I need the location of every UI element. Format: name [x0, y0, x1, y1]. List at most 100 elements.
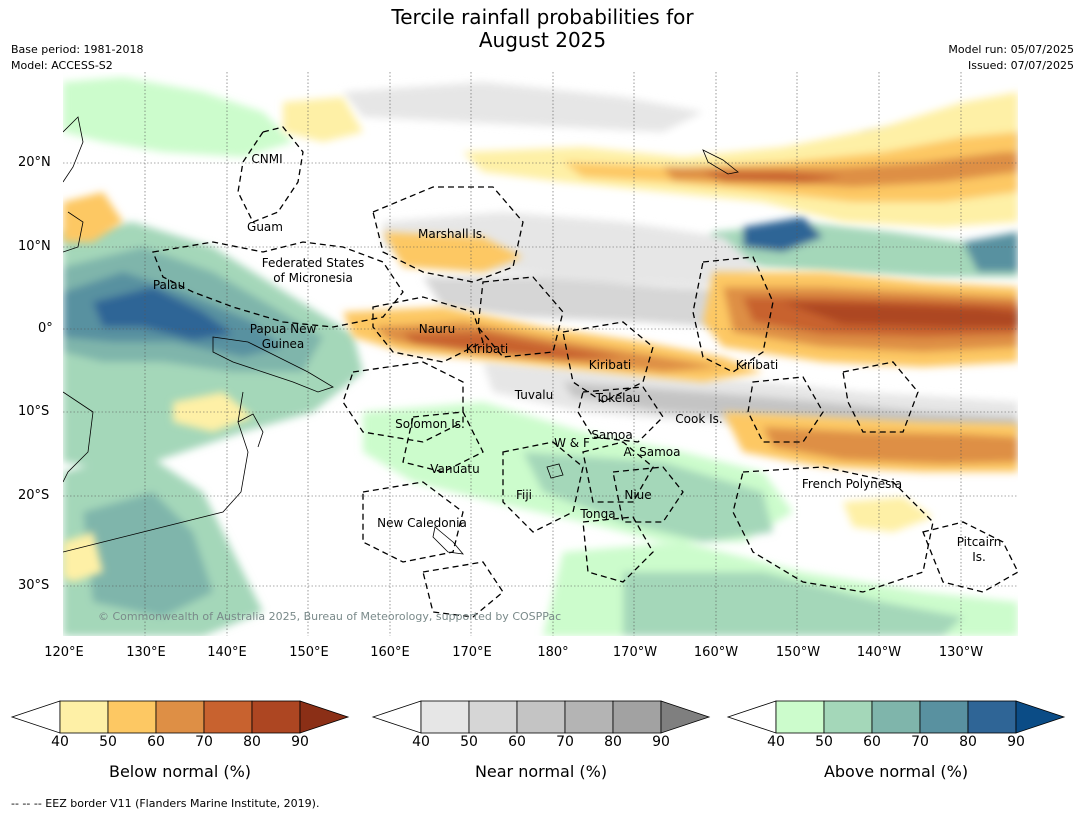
model-name: Model: ACCESS-S2: [11, 59, 113, 72]
colorbar-extension-high: [299, 700, 350, 734]
colorbar-tick-label: 40: [51, 734, 69, 750]
colorbar-swatch: [516, 700, 566, 734]
colorbar-tick-label: 80: [243, 734, 261, 750]
lon-label: 140°E: [207, 645, 247, 660]
title-line-1: Tercile rainfall probabilities for: [391, 5, 694, 29]
colorbar-extension-low: [10, 700, 61, 734]
region-label: Marshall Is.: [418, 227, 486, 241]
lat-label: 10°S: [18, 404, 50, 419]
region-label: Vanuatu: [430, 462, 480, 476]
lon-label: 130°W: [938, 645, 984, 660]
region-label: Tuvalu: [514, 388, 554, 402]
colorbar-swatch: [155, 700, 205, 734]
region-label: Nauru: [419, 322, 455, 336]
colorbar-swatch: [823, 700, 873, 734]
region-label: Kiribati: [589, 358, 631, 372]
colorbar-tick-label: 90: [1007, 734, 1025, 750]
lat-label: 20°N: [18, 155, 51, 170]
issued-date: Issued: 07/07/2025: [967, 59, 1074, 72]
colorbar-tick-label: 60: [147, 734, 165, 750]
region-label: Solomon Is.: [395, 417, 465, 431]
region-label: Pitcairn: [957, 535, 1002, 549]
region-label: Guinea: [262, 337, 305, 351]
colorbar-swatch: [203, 700, 253, 734]
lat-label: 30°S: [18, 578, 50, 593]
lon-label: 120°E: [44, 645, 84, 660]
title-line-2: August 2025: [478, 28, 607, 52]
colorbar-swatch: [612, 700, 662, 734]
colorbar-swatch: [775, 700, 825, 734]
colorbar-title-below: Below normal (%): [108, 762, 252, 781]
coastlines: [63, 116, 739, 555]
region-label: Niue: [624, 488, 651, 502]
lon-label: 130°E: [126, 645, 166, 660]
base-period: Base period: 1981-2018: [11, 43, 144, 56]
eez-legend-note: -- -- -- EEZ border V11 (Flanders Marine…: [11, 797, 320, 810]
region-label: Fiji: [516, 488, 532, 502]
region-label: W & F: [554, 436, 590, 450]
region-labels: CNMI Guam Marshall Is. Federated States …: [153, 152, 1001, 564]
region-label: Palau: [153, 278, 185, 292]
region-label: Tonga: [579, 507, 615, 521]
lat-label: 10°N: [18, 239, 51, 254]
region-label: French Polynesia: [802, 477, 902, 491]
copyright-notice: © Commonwealth of Australia 2025, Bureau…: [98, 610, 562, 623]
colorbar-tick-label: 50: [815, 734, 833, 750]
colorbar-extension-high: [660, 700, 711, 734]
colorbar-tick-label: 40: [767, 734, 785, 750]
colorbar-tick-label: 60: [863, 734, 881, 750]
lon-label: 170°E: [452, 645, 492, 660]
region-label: Federated States: [262, 256, 364, 270]
graticule: [63, 72, 1018, 636]
colorbar-tick-label: 80: [959, 734, 977, 750]
region-label: Tokelau: [595, 391, 641, 405]
colorbar-tick-label: 70: [195, 734, 213, 750]
colorbar-extension-high: [1015, 700, 1066, 734]
colorbar-swatch: [967, 700, 1017, 734]
colorbar-above-normal: [726, 700, 1066, 734]
colorbar-tick-label: 70: [556, 734, 574, 750]
region-label: Papua New: [250, 322, 317, 336]
colorbar-tick-label: 50: [460, 734, 478, 750]
colorbar-tick-label: 40: [412, 734, 430, 750]
colorbar-tick-label: 60: [508, 734, 526, 750]
above-normal-field: [63, 77, 1018, 636]
map-canvas: CNMI Guam Marshall Is. Federated States …: [63, 72, 1018, 636]
meta-right: Model run: 05/07/2025 Issued: 07/07/2025: [948, 42, 1074, 74]
colorbar-swatch: [871, 700, 921, 734]
colorbar-tick-label: 70: [911, 734, 929, 750]
map-title: Tercile rainfall probabilities for Augus…: [0, 6, 1085, 52]
colorbar-swatch: [107, 700, 157, 734]
colorbar-swatch: [420, 700, 470, 734]
colorbar-title-above: Above normal (%): [823, 762, 969, 781]
lon-label: 140°W: [856, 645, 902, 660]
region-label: Cook Is.: [675, 412, 722, 426]
colorbar-swatch: [59, 700, 109, 734]
region-label: Is.: [972, 550, 986, 564]
colorbar-title-near: Near normal (%): [474, 762, 608, 781]
colorbar-extension-low: [726, 700, 777, 734]
model-run: Model run: 05/07/2025: [948, 43, 1074, 56]
colorbar-tick-label: 50: [99, 734, 117, 750]
lon-label: 150°W: [775, 645, 821, 660]
meta-left: Base period: 1981-2018 Model: ACCESS-S2: [11, 42, 143, 74]
colorbar-tick-label: 90: [291, 734, 309, 750]
region-label: Kiribati: [466, 342, 508, 356]
colorbar-near-normal: [371, 700, 711, 734]
lon-label: 150°E: [289, 645, 329, 660]
region-label: CNMI: [251, 152, 282, 166]
eez-borders: [152, 126, 1018, 618]
lon-label: 180°: [537, 645, 569, 660]
region-label: Guam: [247, 220, 283, 234]
lat-label: 20°S: [18, 488, 50, 503]
lon-label: 160°E: [370, 645, 410, 660]
region-label: A. Samoa: [624, 445, 681, 459]
region-label: Kiribati: [736, 358, 778, 372]
colorbar-swatch: [251, 700, 301, 734]
colorbar-below-normal: [10, 700, 350, 734]
colorbar-swatch: [564, 700, 614, 734]
region-label: Samoa: [591, 428, 632, 442]
lon-label: 170°W: [612, 645, 658, 660]
lat-label: 0°: [38, 321, 53, 336]
colorbar-swatch: [919, 700, 969, 734]
